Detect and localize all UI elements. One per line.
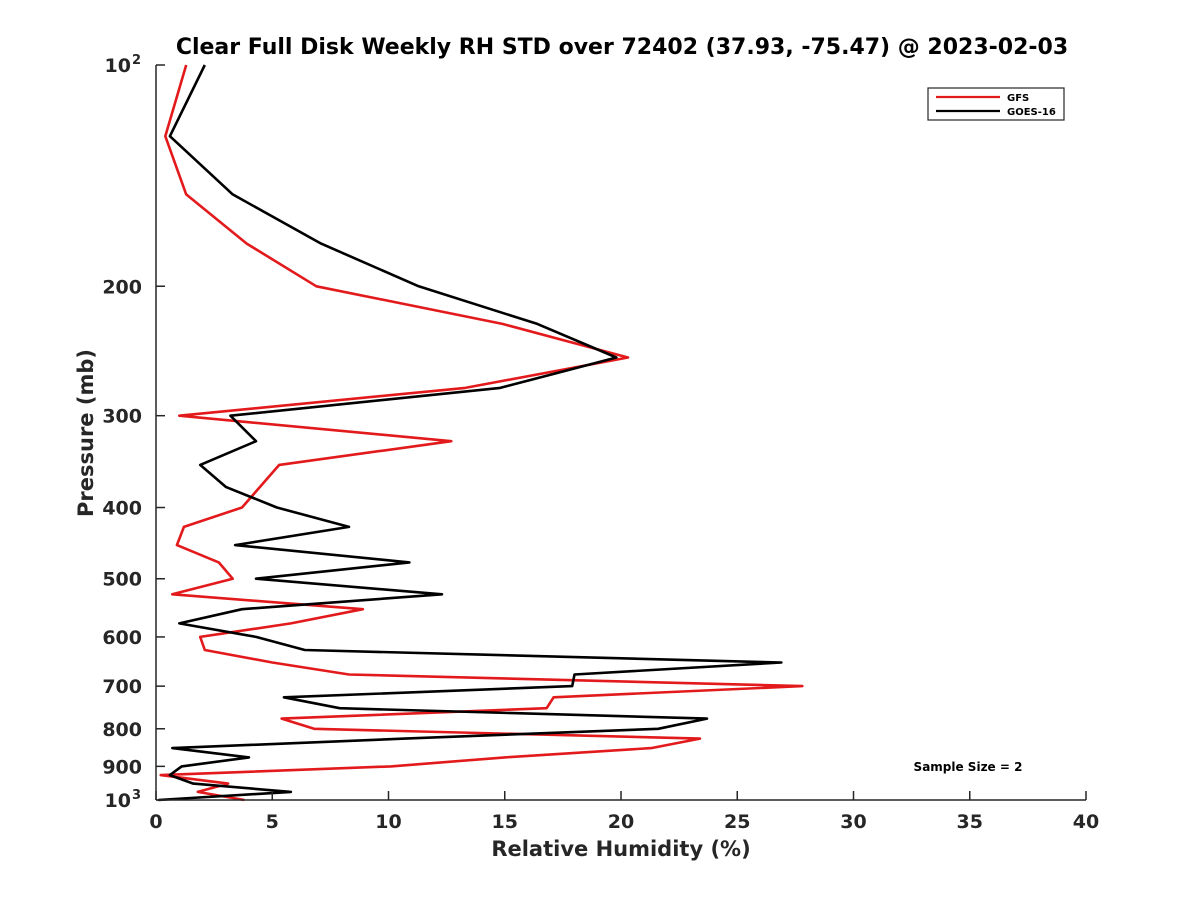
x-tick-label: 5: [266, 811, 279, 833]
y-tick-exponent: 2: [132, 53, 141, 68]
y-tick-label: 700: [102, 676, 142, 698]
x-ticks: 0 5 10 15 20 25 30 35 40: [149, 791, 1099, 833]
y-tick-label: 900: [102, 756, 142, 778]
x-tick-label: 25: [724, 811, 750, 833]
y-tick-label: 400: [102, 498, 142, 520]
series-group: [158, 64, 804, 802]
y-axis-label: Pressure (mb): [74, 349, 98, 517]
y-tick-exponent: 3: [132, 788, 141, 803]
x-tick-label: 30: [840, 811, 866, 833]
y-tick-label: 300: [102, 406, 142, 428]
sample-size-annotation: Sample Size = 2: [914, 760, 1023, 774]
x-tick-label: 15: [492, 811, 518, 833]
x-tick-label: 40: [1073, 811, 1099, 833]
x-tick-label: 0: [149, 811, 162, 833]
y-tick-label: 10: [105, 790, 131, 812]
axes-background: [156, 65, 1086, 800]
plot-area: [156, 65, 1086, 800]
y-tick-label: 500: [102, 569, 142, 591]
x-tick-label: 20: [608, 811, 634, 833]
y-tick-label: 10: [105, 55, 131, 77]
series-line-goes16: [158, 64, 783, 802]
y-tick-label: 600: [102, 627, 142, 649]
y-tick-label: 800: [102, 719, 142, 741]
legend: GFS GOES-16: [927, 87, 1065, 121]
series-line-gfs: [159, 64, 804, 802]
y-tick-label: 200: [102, 276, 142, 298]
x-tick-label: 10: [375, 811, 401, 833]
x-tick-label: 35: [957, 811, 983, 833]
legend-label-gfs: GFS: [1007, 93, 1029, 104]
legend-label-goes16: GOES-16: [1007, 107, 1056, 118]
legend-box: [927, 87, 1065, 121]
x-axis-label: Relative Humidity (%): [491, 837, 750, 861]
chart-title: Clear Full Disk Weekly RH STD over 72402…: [176, 35, 1068, 60]
